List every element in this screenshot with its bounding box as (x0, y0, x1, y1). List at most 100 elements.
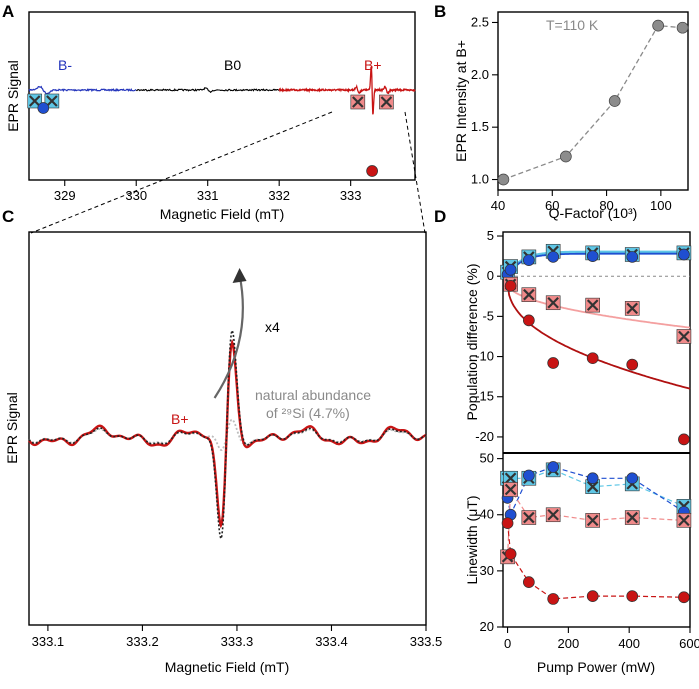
d-top-ytick-label-4: -15 (475, 389, 494, 404)
c-trace-b-plus (28, 338, 427, 529)
a-marker-b-plus-dot (366, 165, 378, 177)
panel-label-a: A (2, 2, 14, 21)
d-bottom-s2-point-5-x (626, 511, 639, 524)
d-top-s2-point-3 (585, 297, 600, 313)
zoom-line-left (30, 111, 333, 234)
c-xtick-label-0: 333.1 (32, 634, 65, 649)
b-annotation: T=110 K (546, 17, 599, 33)
d-bottom-s0-point-1-x (504, 472, 517, 485)
d-bottom-s2-point-2-x (523, 511, 535, 524)
d-top-s2-point-3-x (586, 299, 599, 311)
d-top-ytick-label-2: -5 (482, 308, 494, 323)
d-bottom-s2-point-6-x (678, 514, 690, 527)
a-xtick-label-1: 330 (125, 188, 147, 203)
d-bottom-ytick-label-2: 40 (480, 507, 494, 522)
b-ytick-label-1: 1.5 (471, 119, 489, 134)
a-xtick-label-0: 329 (54, 188, 76, 203)
c-arrow-head (232, 268, 247, 283)
a-marker-b-minus-cross-1-x (46, 95, 58, 107)
c-natural-line2: of ²⁹Si (4.7%) (266, 405, 350, 421)
d-bottom-s3-point-0 (501, 517, 514, 530)
d-bottom-s2-point-3 (545, 507, 561, 523)
d-top-s2-point-5-x (678, 330, 690, 343)
d-bottom-s1-point-2 (522, 469, 535, 482)
d-top-s3-point-4 (626, 358, 639, 371)
d-bottom-s2-point-6 (676, 513, 692, 528)
d-bottom-s3-point-1 (504, 548, 517, 560)
d-bottom-s3-point-6 (678, 591, 690, 604)
b-point-1 (560, 150, 572, 163)
d-top-s1-point-2 (522, 254, 535, 266)
d-bottom-s2-point-4-x (586, 514, 599, 527)
panel-c-frame (28, 231, 427, 626)
c-xtick-label-2: 333.3 (221, 634, 254, 649)
b-xtick-label-2: 80 (599, 198, 613, 213)
d-top-s2-point-2 (545, 295, 561, 311)
d-bottom-ytick-label-3: 50 (480, 451, 494, 466)
d-bottom-s0-point-4-x (586, 480, 599, 493)
d-top-s3-point-1 (522, 314, 535, 327)
a-marker-b-minus-dot (37, 102, 50, 114)
d-top-s2-point-5 (676, 329, 692, 344)
d-bottom-s2-point-5 (624, 510, 640, 525)
d-top-s1-point-5 (626, 251, 639, 263)
d-bottom-s1-point-3 (547, 461, 560, 473)
d-top-s3-point-2 (547, 357, 560, 369)
c-xtick-label-3: 333.4 (315, 634, 348, 649)
b-xtick-label-0: 40 (491, 198, 505, 213)
d-bottom-ylabel: Linewidth (μT) (464, 496, 480, 585)
a-trace-b-zero (136, 86, 280, 94)
a-label-b-minus: B- (58, 57, 72, 73)
a-xtick-label-2: 331 (197, 188, 219, 203)
a-marker-b-minus-cross-0-x (28, 95, 41, 107)
b-ylabel-text: EPR Intensity at B+ (453, 40, 469, 162)
d-xtick-label-1: 200 (558, 636, 580, 651)
d-bottom-s3-line (507, 523, 684, 600)
c-xtick-label-1: 333.2 (126, 634, 159, 649)
d-bottom-ytick-label-1: 30 (480, 563, 494, 578)
a-marker-b-minus-cross-1 (44, 93, 60, 109)
a-ylabel: EPR Signal (5, 60, 21, 132)
c-xlabel: Magnetic Field (mT) (165, 659, 289, 675)
d-top-s2-point-4-x (626, 302, 639, 315)
d-bottom-s0-point-1 (503, 470, 518, 486)
d-xtick-label-3: 600 (679, 636, 699, 651)
d-bottom-s2-point-4 (585, 513, 600, 528)
d-top-fit-pink (506, 283, 691, 329)
c-xtick-label-4: 333.5 (410, 634, 443, 649)
c-ylabel: EPR Signal (4, 392, 20, 464)
b-xtick-label-3: 100 (650, 198, 672, 213)
d-xtick-label-0: 0 (504, 636, 511, 651)
a-xtick-label-3: 332 (268, 188, 290, 203)
c-natural-line1: natural abundance (255, 387, 371, 403)
panel-label-b: B (434, 2, 446, 21)
b-point-3 (652, 19, 664, 32)
d-bottom-s2-point-2 (521, 510, 537, 525)
c-arrow-shaft (213, 274, 244, 399)
d-bottom-s1-point-5 (626, 472, 639, 485)
d-top-ytick-label-1: 0 (487, 268, 494, 283)
a-marker-b-plus-cross-1-x (380, 96, 393, 108)
d-top-s2-point-2-x (547, 296, 559, 309)
c-scale-label: x4 (265, 319, 280, 335)
d-top-fit-red (506, 282, 691, 390)
a-label-b-zero: B0 (224, 57, 241, 73)
d-top-ylabel: Population difference (%) (464, 264, 480, 421)
d-bottom-s2-point-1 (503, 482, 518, 497)
panel-c-plot: 333.1 333.2 333.3 333.4 333.5 (28, 268, 443, 649)
d-bottom-s3-point-2 (522, 576, 535, 588)
b-point-4 (676, 21, 689, 34)
b-ytick-label-0: 1.0 (471, 172, 489, 187)
d-xlabel: Pump Power (mW) (537, 659, 655, 675)
panel-d-frame (502, 231, 691, 628)
a-marker-b-minus-cross-0 (27, 93, 43, 109)
panel-label-c: C (2, 207, 14, 226)
d-bottom-s1-point-4 (586, 472, 599, 485)
d-bottom-ytick-label-0: 20 (480, 619, 494, 634)
d-bottom-s3-point-3 (547, 593, 560, 605)
d-top-s2-point-1 (521, 287, 537, 302)
b-xlabel: Q-Factor (10³) (549, 205, 638, 221)
b-point-2 (608, 95, 621, 107)
d-top-ytick-label-3: -10 (475, 349, 494, 364)
d-top-s1-point-6 (678, 248, 690, 261)
